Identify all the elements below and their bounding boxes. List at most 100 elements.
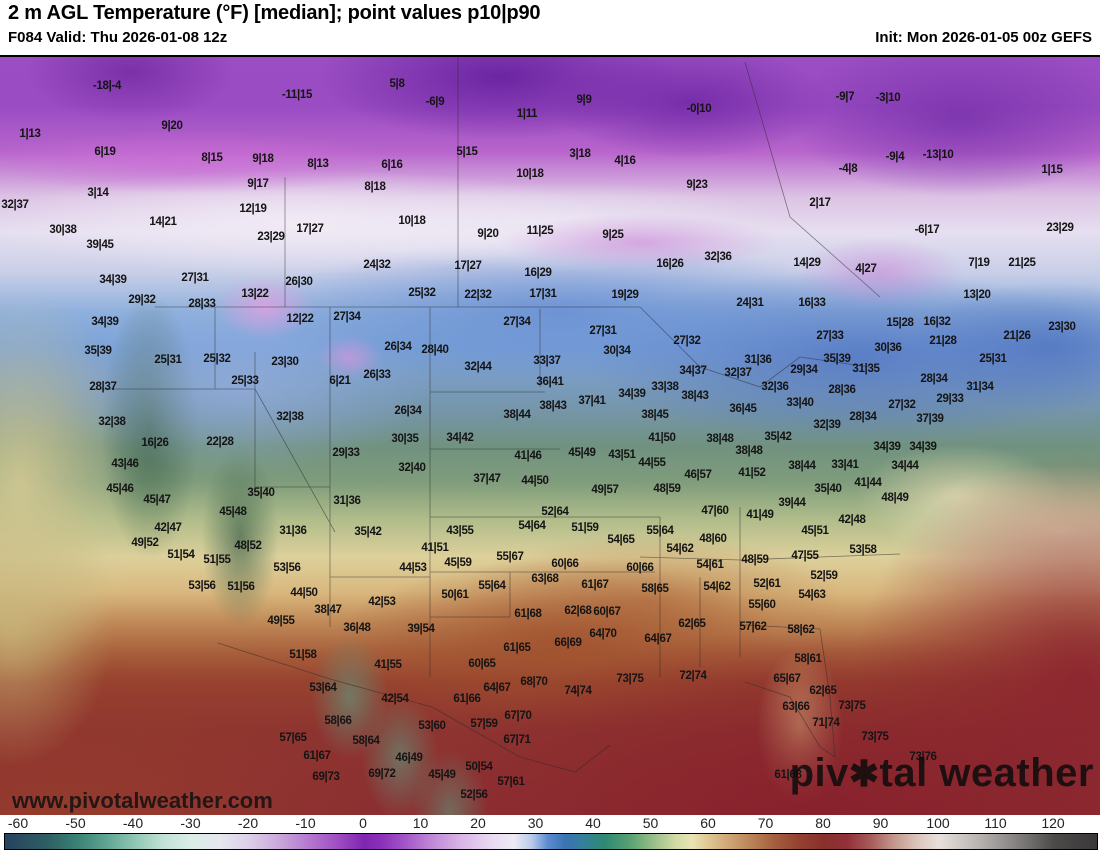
station-value: 55|64 [478,580,506,592]
pivotal-weather-logo: piv✱tal weather [790,751,1094,796]
station-value: 32|37 [1,199,29,211]
station-value: 26|34 [384,341,412,353]
station-value: 33|41 [831,459,859,471]
station-value: 38|48 [735,445,763,457]
station-value: 36|41 [536,376,564,388]
station-value: 27|34 [503,316,531,328]
station-value: 63|68 [531,573,559,585]
station-value: 67|70 [504,710,532,722]
station-value: 51|58 [289,649,317,661]
station-value: 19|29 [611,289,639,301]
station-value: 9|18 [252,153,274,165]
station-value: 52|61 [753,578,781,590]
station-value: 16|33 [798,297,826,309]
station-value: 9|9 [576,94,592,106]
gear-icon: ✱ [848,753,880,794]
station-value: 25|33 [231,375,259,387]
station-value: 34|39 [99,274,127,286]
station-value: 29|34 [790,364,818,376]
station-value: 57|65 [279,732,307,744]
station-value: 39|45 [86,239,114,251]
station-value: 7|19 [968,257,990,269]
station-value: 55|64 [646,525,674,537]
station-value: 44|55 [638,457,666,469]
station-value: 60|65 [468,658,496,670]
station-value: -4|8 [838,163,858,175]
station-value: -0|10 [686,103,712,115]
station-value: 55|60 [748,599,776,611]
station-value: 47|55 [791,550,819,562]
station-value: 63|66 [782,701,810,713]
colorbar-tick-label: 80 [815,815,831,831]
station-value: -3|10 [875,92,901,104]
station-value: 32|40 [398,462,426,474]
station-value: -9|4 [885,151,905,163]
station-value: 16|32 [923,316,951,328]
page-title: 2 m AGL Temperature (°F) [median]; point… [8,2,541,24]
station-value: 3|18 [569,148,591,160]
station-value: -6|9 [425,96,445,108]
station-value: 69|72 [368,768,396,780]
station-value: 47|60 [701,505,729,517]
station-value: 23|30 [1048,321,1076,333]
colorbar-tick-label: 50 [642,815,659,831]
station-value: 17|27 [454,260,482,272]
station-value: 41|52 [738,467,766,479]
station-value: 53|58 [849,544,877,556]
station-value: 48|60 [699,533,727,545]
station-value: 57|62 [739,621,767,633]
station-value: 43|55 [446,525,474,537]
station-value: 35|39 [84,345,112,357]
station-value: 38|47 [314,604,342,616]
station-value: 35|42 [354,526,382,538]
station-value: 46|49 [395,752,423,764]
station-value: 28|33 [188,298,216,310]
station-value: 2|17 [809,197,831,209]
station-value: 43|46 [111,458,139,470]
station-value: 8|13 [307,158,329,170]
map-header: 2 m AGL Temperature (°F) [median]; point… [0,0,1100,55]
station-value: 44|53 [399,562,427,574]
station-value: 43|51 [608,449,636,461]
station-value: 16|26 [141,437,169,449]
station-value: 32|38 [276,411,304,423]
station-value: 23|29 [1046,222,1074,234]
station-value: 54|62 [666,543,694,555]
station-value: 35|42 [764,431,792,443]
station-value: 53|64 [309,682,337,694]
station-value: 49|57 [591,484,619,496]
station-value: 50|61 [441,589,469,601]
colorbar-tick-label: 70 [757,815,774,831]
station-value: 62|68 [564,605,592,617]
station-value: 26|30 [285,276,313,288]
station-value: 60|66 [626,562,654,574]
colorbar-tick-label: 100 [926,815,950,831]
station-value: 62|65 [678,618,706,630]
station-value: 58|61 [794,653,822,665]
station-value: 30|35 [391,433,419,445]
station-value: 34|39 [91,316,119,328]
station-value: 14|29 [793,257,821,269]
station-value: 48|52 [234,540,262,552]
station-value: 9|20 [161,120,183,132]
valid-time-label: F084 Valid: Thu 2026-01-08 12z [8,29,228,46]
station-value: 44|50 [290,587,318,599]
station-value: 34|44 [891,460,919,472]
station-value: 55|67 [496,551,524,563]
station-value: 33|38 [651,381,679,393]
station-value: 6|16 [381,159,403,171]
colorbar-tick-labels: -60 -50 -40 -30 -20 -10 0 10 20 30 40 50 60 70 80 90 100… [0,815,1100,832]
station-value: 25|31 [154,354,182,366]
station-value: 41|46 [514,450,542,462]
station-value: 35|39 [823,353,851,365]
station-value: 9|17 [247,178,269,190]
station-value: 28|37 [89,381,117,393]
station-value: 26|34 [394,405,422,417]
station-value: 54|63 [798,589,826,601]
station-value: 38|44 [503,409,531,421]
station-value: 52|64 [541,506,569,518]
colorbar-tick-label: -20 [237,815,259,831]
station-value: 5|15 [456,146,478,158]
station-value: 72|74 [679,670,707,682]
